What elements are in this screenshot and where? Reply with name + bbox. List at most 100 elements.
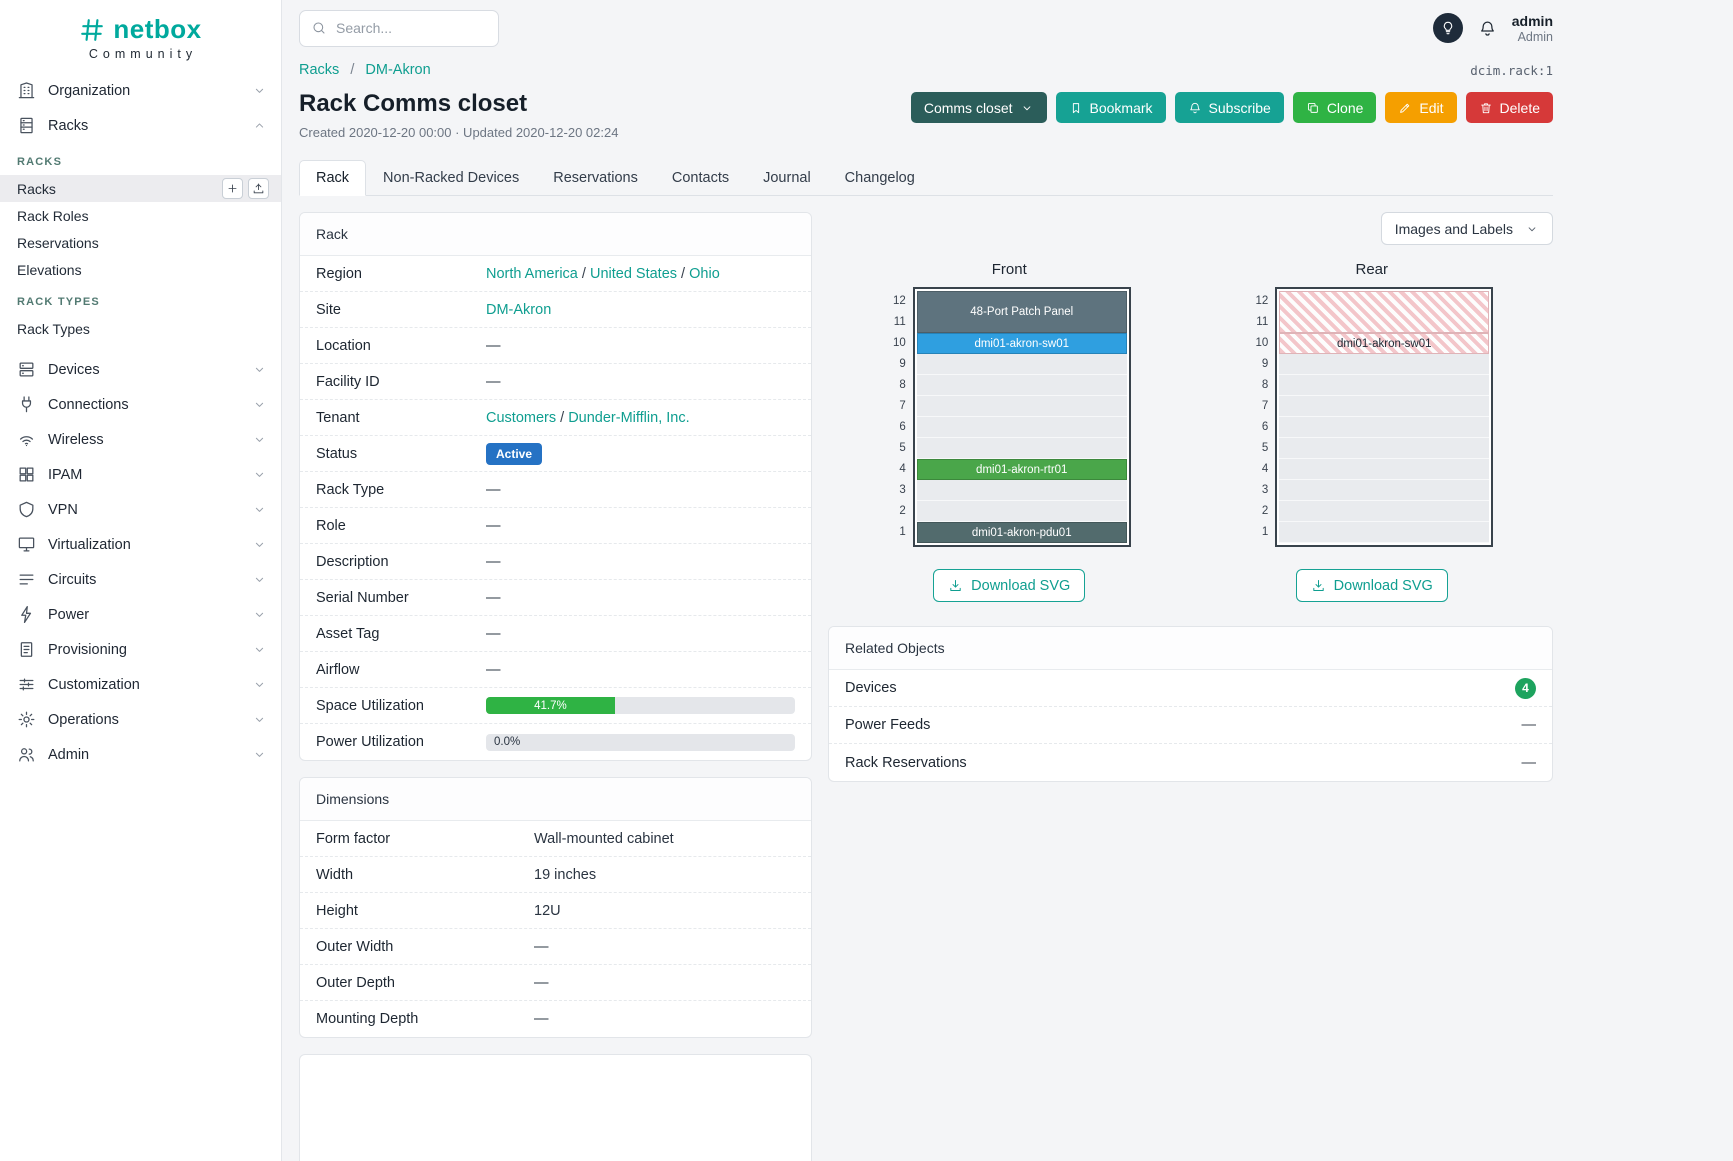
add-button[interactable] xyxy=(222,178,243,199)
attr-value: — xyxy=(486,338,795,354)
bookmark-button[interactable]: Bookmark xyxy=(1055,92,1166,123)
rack-unit-device-dmi01-akron-pdu01[interactable]: dmi01-akron-pdu01 xyxy=(916,522,1127,543)
tab-rack[interactable]: Rack xyxy=(299,160,367,196)
attr-value: — xyxy=(486,662,795,678)
link-dm-akron[interactable]: DM-Akron xyxy=(486,301,552,318)
link-customers[interactable]: Customers xyxy=(486,409,557,426)
user-name: admin xyxy=(1511,12,1553,29)
search-input[interactable] xyxy=(336,20,487,36)
attr-row: Site DM-Akron xyxy=(300,292,811,328)
tab-contacts[interactable]: Contacts xyxy=(655,160,746,196)
rack-unit-empty[interactable] xyxy=(1279,501,1490,522)
search-icon xyxy=(313,22,325,34)
sidebar-subitem-rack-roles[interactable]: Rack Roles xyxy=(0,202,281,229)
link-ohio[interactable]: Ohio xyxy=(689,265,720,282)
rack-unit-empty[interactable] xyxy=(1279,375,1490,396)
subscribe-button[interactable]: Subscribe xyxy=(1174,92,1284,123)
attr-value: 0.0% xyxy=(486,733,795,751)
rack-unit-empty[interactable] xyxy=(1279,354,1490,375)
rack-unit-empty[interactable] xyxy=(916,396,1127,417)
delete-label: Delete xyxy=(1499,99,1540,116)
rack-unit-device-dmi01-akron-sw01[interactable]: dmi01-akron-sw01 xyxy=(916,333,1127,354)
related-objects-card: Related Objects Devices 4 Power Feeds — Rack… xyxy=(828,626,1553,782)
attr-label: Airflow xyxy=(316,661,360,678)
clone-button[interactable]: Clone xyxy=(1292,92,1377,123)
import-button[interactable] xyxy=(248,178,269,199)
tab-reservations[interactable]: Reservations xyxy=(536,160,655,196)
sidebar-subitem-elevations[interactable]: Elevations xyxy=(0,256,281,283)
sidebar-item-racks[interactable]: Racks xyxy=(0,108,281,143)
unit-number: 10 xyxy=(892,337,906,349)
attr-row: Serial Number — xyxy=(300,580,811,616)
rack-unit-empty[interactable] xyxy=(1279,396,1490,417)
rack-unit-empty[interactable] xyxy=(916,480,1127,501)
sidebar-subitem-rack-types[interactable]: Rack Types xyxy=(0,315,281,342)
tab-changelog[interactable]: Changelog xyxy=(828,160,932,196)
lightbulb-icon xyxy=(1443,21,1452,35)
rack-unit-empty[interactable] xyxy=(916,417,1127,438)
attr-row: Mounting Depth — xyxy=(300,1001,811,1037)
rack-unit-empty[interactable] xyxy=(1279,438,1490,459)
pencil-icon xyxy=(1400,103,1410,113)
edit-button[interactable]: Edit xyxy=(1385,92,1457,123)
attr-value-text: — xyxy=(486,625,501,642)
sidebar-item-customization[interactable]: Customization xyxy=(0,667,281,702)
rack-selector-button[interactable]: Comms closet xyxy=(910,92,1047,123)
rack-unit-device-48-port-patch-panel[interactable]: 48-Port Patch Panel xyxy=(916,291,1127,333)
sidebar-item-ipam[interactable]: IPAM xyxy=(0,457,281,492)
sidebar-item-power[interactable]: Power xyxy=(0,597,281,632)
rack-unit-empty[interactable] xyxy=(916,501,1127,522)
sidebar-item-virtualization[interactable]: Virtualization xyxy=(0,527,281,562)
notifications-button[interactable] xyxy=(1478,19,1497,38)
sidebar-item-devices[interactable]: Devices xyxy=(0,352,281,387)
rack-unit-empty[interactable] xyxy=(916,354,1127,375)
theme-toggle-button[interactable] xyxy=(1432,13,1463,43)
rack-unit-device[interactable] xyxy=(1279,291,1490,333)
sidebar-item-vpn[interactable]: VPN xyxy=(0,492,281,527)
tab-non-racked-devices[interactable]: Non-Racked Devices xyxy=(366,160,536,196)
rack-unit-device-dmi01-akron-rtr01[interactable]: dmi01-akron-rtr01 xyxy=(916,459,1127,480)
search-box[interactable] xyxy=(299,9,499,47)
sidebar-item-operations[interactable]: Operations xyxy=(0,702,281,737)
vpn-icon xyxy=(19,501,34,518)
rack-unit-device-dmi01-akron-sw01[interactable]: dmi01-akron-sw01 xyxy=(1279,333,1490,354)
bookmark-icon xyxy=(1072,102,1079,113)
rack-unit-empty[interactable] xyxy=(1279,522,1490,543)
clone-label: Clone xyxy=(1326,99,1364,116)
unit-number: 2 xyxy=(1261,505,1269,517)
link-united-states[interactable]: United States xyxy=(589,265,678,282)
sidebar-item-provisioning[interactable]: Provisioning xyxy=(0,632,281,667)
download-svg-rear-button[interactable]: Download SVG xyxy=(1295,569,1448,602)
sidebar-item-admin[interactable]: Admin xyxy=(0,737,281,772)
netbox-logo[interactable]: netbox xyxy=(0,0,281,45)
chevron-down-icon xyxy=(255,402,264,407)
bell-icon xyxy=(1480,21,1494,36)
breadcrumb-link-dm-akron[interactable]: DM-Akron xyxy=(365,62,431,78)
related-object-row-devices[interactable]: Devices 4 xyxy=(829,670,1552,707)
images-and-labels-toggle[interactable]: Images and Labels xyxy=(1380,212,1553,245)
rack-unit-empty[interactable] xyxy=(1279,459,1490,480)
sidebar-item-circuits[interactable]: Circuits xyxy=(0,562,281,597)
user-menu[interactable]: admin Admin xyxy=(1512,13,1553,44)
attr-label: Power Utilization xyxy=(316,734,424,750)
sidebar-item-connections[interactable]: Connections xyxy=(0,387,281,422)
tab-journal[interactable]: Journal xyxy=(746,160,828,196)
sidebar-item-organization[interactable]: Organization xyxy=(0,73,281,108)
download-svg-front-button[interactable]: Download SVG xyxy=(933,569,1086,602)
attr-value-text: — xyxy=(486,589,501,606)
attr-value-text: — xyxy=(486,661,501,678)
chevron-down-icon xyxy=(255,507,264,512)
rack-unit-empty[interactable] xyxy=(1279,417,1490,438)
link-dunder-mifflin-inc[interactable]: Dunder-Mifflin, Inc. xyxy=(568,409,690,426)
topbar-right: admin Admin xyxy=(1432,13,1553,44)
breadcrumb-link-racks[interactable]: Racks xyxy=(299,62,340,78)
sidebar-subitem-reservations[interactable]: Reservations xyxy=(0,229,281,256)
delete-button[interactable]: Delete xyxy=(1465,92,1553,123)
unit-number: 7 xyxy=(1261,400,1269,412)
link-north-america[interactable]: North America xyxy=(486,265,578,282)
rack-unit-empty[interactable] xyxy=(916,375,1127,396)
rack-unit-empty[interactable] xyxy=(916,438,1127,459)
sidebar-subitem-racks[interactable]: Racks xyxy=(0,175,281,202)
rack-unit-empty[interactable] xyxy=(1279,480,1490,501)
sidebar-item-wireless[interactable]: Wireless xyxy=(0,422,281,457)
